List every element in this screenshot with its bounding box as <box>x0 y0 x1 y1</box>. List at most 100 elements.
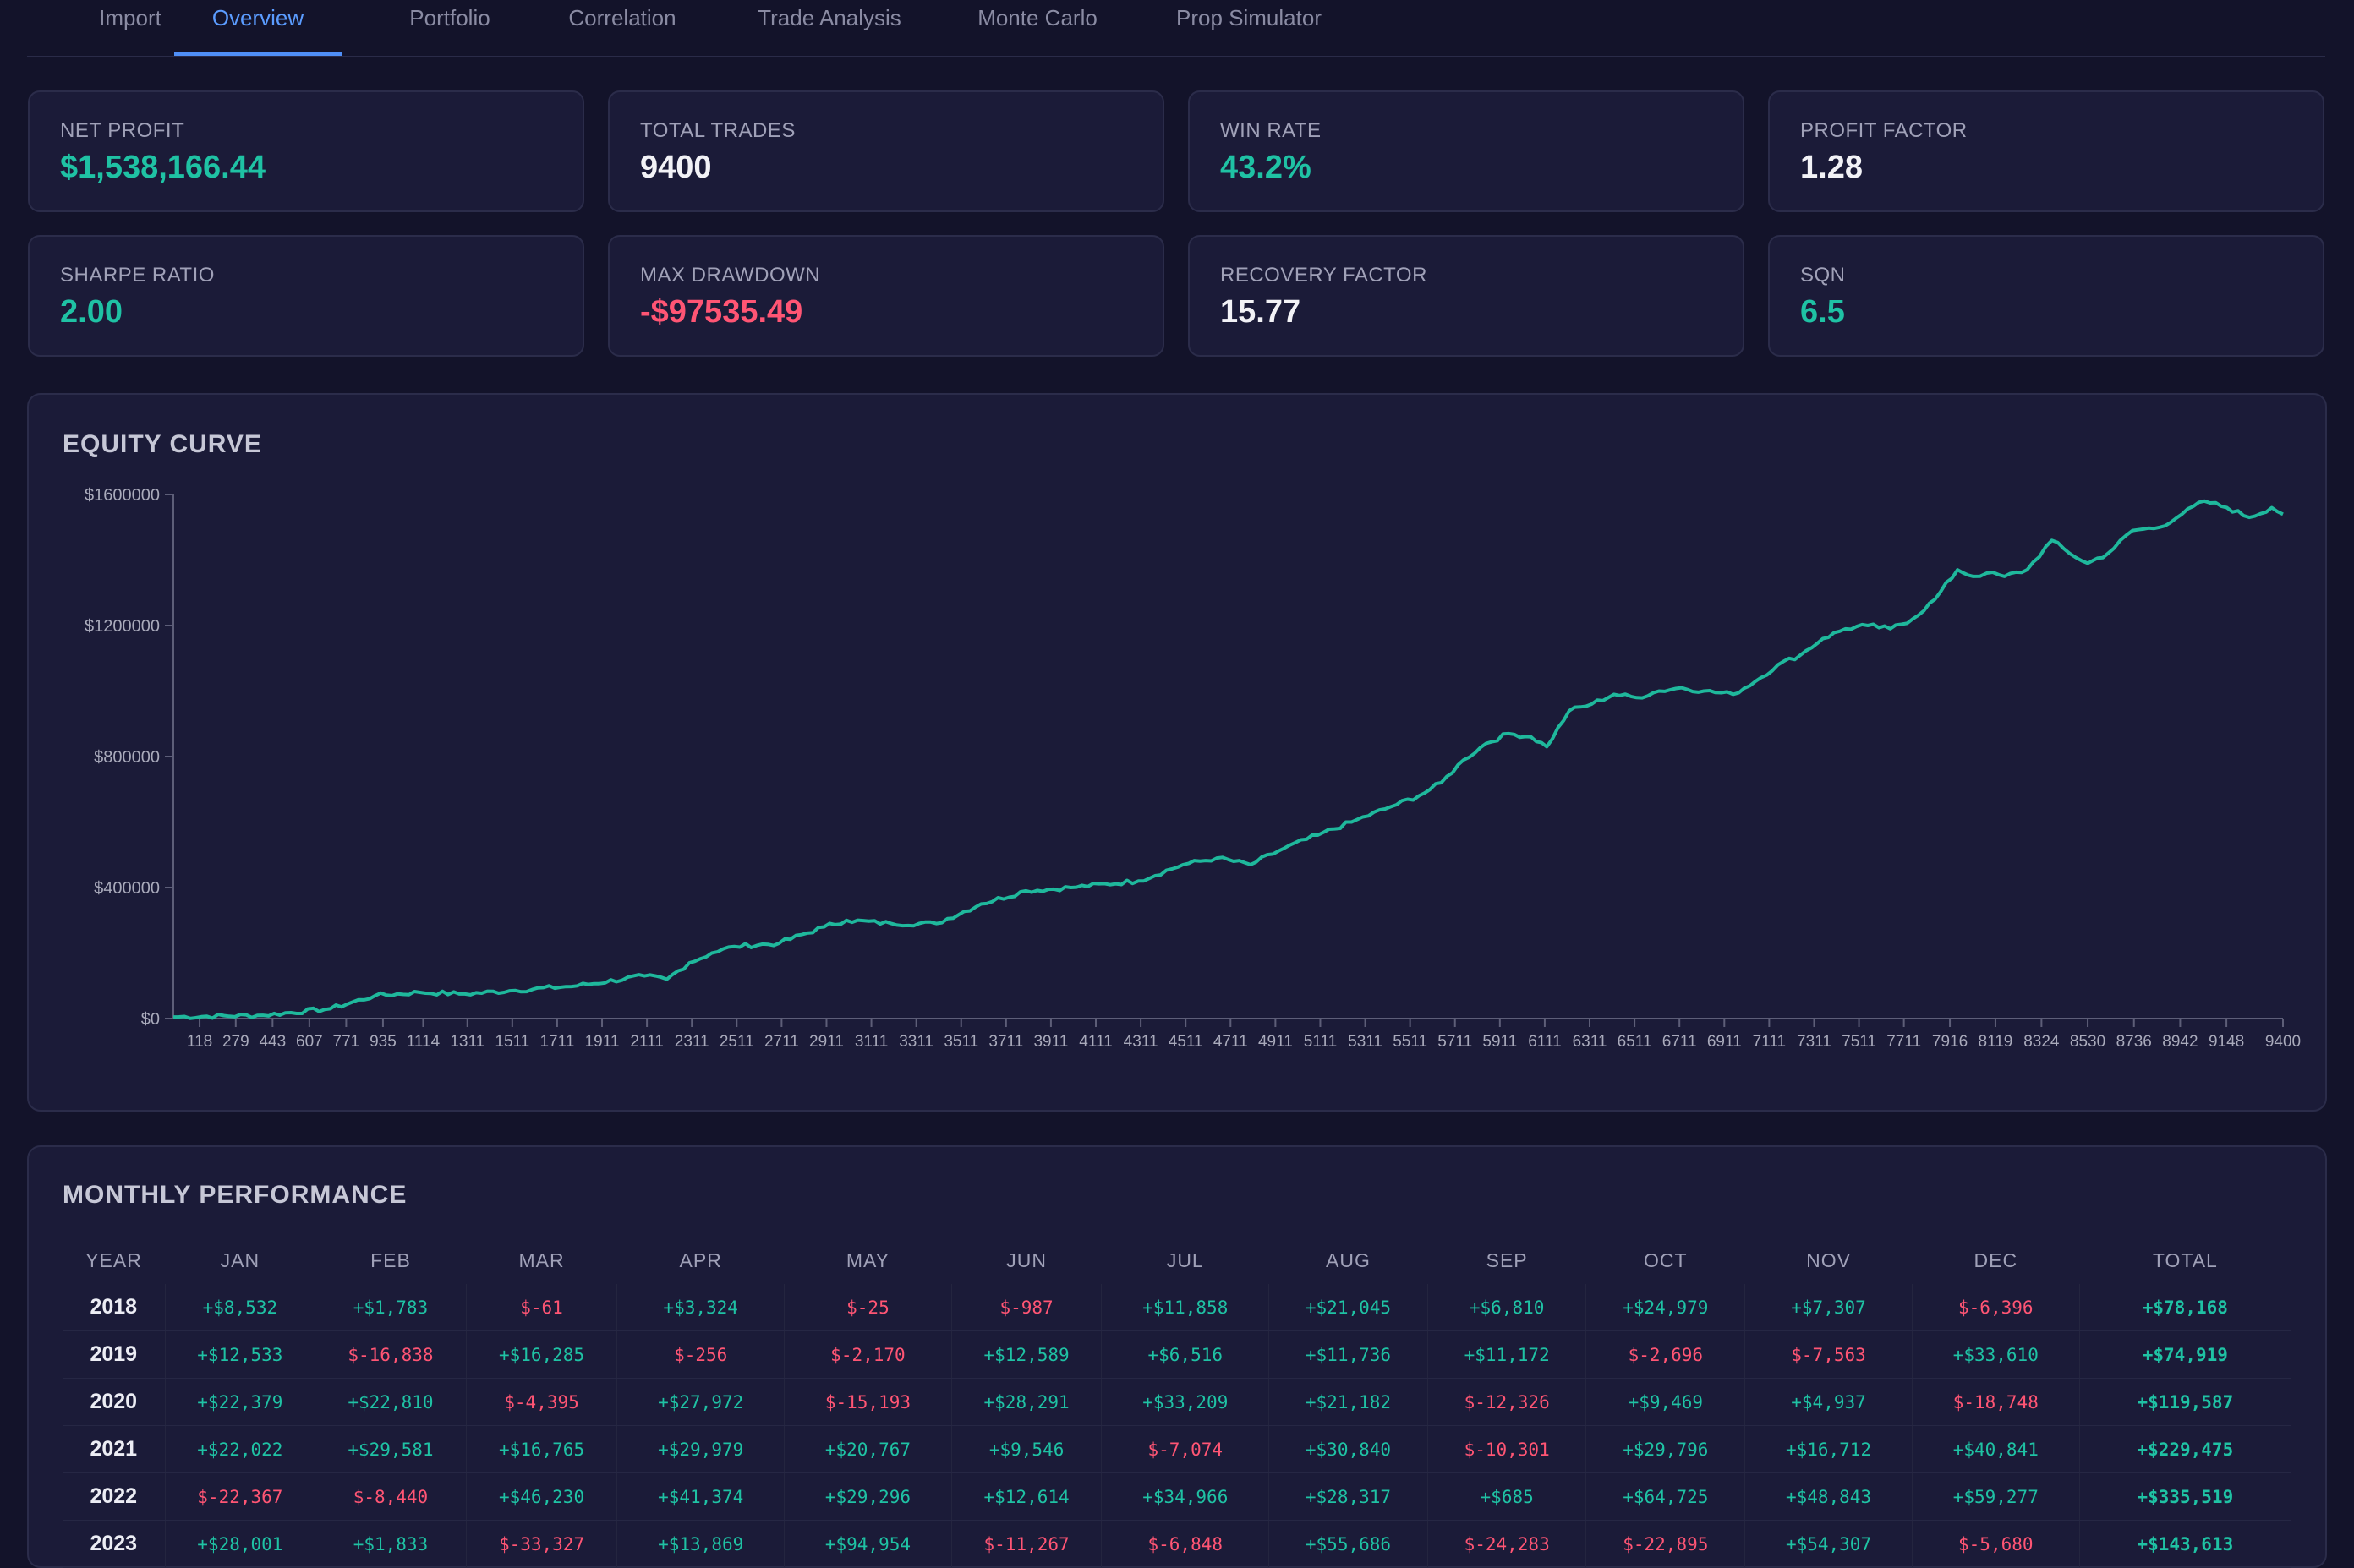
tab-monte-carlo[interactable]: Monte Carlo <box>977 5 1098 30</box>
total-cell: +$229,475 <box>2079 1425 2292 1473</box>
month-cell: $-7,563 <box>1744 1330 1913 1379</box>
month-cell: +$29,979 <box>616 1425 786 1473</box>
column-header-mar: MAR <box>518 1248 565 1271</box>
month-cell: $-18,748 <box>1912 1378 2080 1426</box>
stat-label: MAX DRAWDOWN <box>640 264 821 287</box>
tab-trade-analysis[interactable]: Trade Analysis <box>758 5 901 30</box>
x-tick-label: 4111 <box>1079 1033 1112 1051</box>
table-row: 2021 +$22,022 +$29,581 +$16,765 +$29,979 +$20… <box>63 1425 2292 1473</box>
month-cell: +$29,296 <box>784 1472 952 1521</box>
equity-chart: $0 $400000 $800000 $1200000 $1600000 118 279 4… <box>85 486 2301 1051</box>
month-cell: +$16,765 <box>466 1425 618 1473</box>
x-tick-label: 7511 <box>1842 1033 1876 1051</box>
column-header-aug: AUG <box>1326 1248 1371 1271</box>
month-cell: +$21,045 <box>1268 1284 1428 1331</box>
stat-card-win-rate: WIN RATE 43.2% <box>1188 90 1744 212</box>
x-tick-label: 279 <box>222 1033 249 1051</box>
equity-curve-panel: EQUITY CURVE $0 $400000 $800000 $1200000 $16… <box>27 393 2327 1112</box>
column-header-apr: APR <box>679 1248 722 1271</box>
month-cell: +$9,546 <box>951 1425 1103 1473</box>
table-row: 2023 +$28,001 +$1,833 $-33,327 +$13,869 +$94,… <box>63 1520 2292 1568</box>
column-header-jul: JUL <box>1166 1248 1204 1271</box>
monthly-performance-panel: MONTHLY PERFORMANCE YEAR JAN FEB MAR APR MAY J… <box>27 1145 2327 1568</box>
x-tick-label: 3311 <box>899 1033 933 1051</box>
y-tick-label: $800000 <box>94 748 160 767</box>
stat-value: 2.00 <box>60 294 123 330</box>
table-row: 2018 +$8,532 +$1,783 $-61 +$3,324 $-25 $-987 +$… <box>63 1284 2292 1331</box>
x-tick-label: 1114 <box>407 1033 441 1051</box>
month-cell: +$40,841 <box>1912 1425 2080 1473</box>
month-cell: $-33,327 <box>466 1520 618 1568</box>
equity-line <box>172 499 2284 1020</box>
x-tick-label: 2511 <box>720 1033 754 1051</box>
monthly-table: YEAR JAN FEB MAR APR MAY JUN JUL AUG SEP OCT NOV DEC… <box>63 1237 2292 1568</box>
month-cell: $-22,367 <box>165 1472 316 1521</box>
month-cell: +$1,833 <box>315 1520 467 1568</box>
month-cell: +$12,533 <box>165 1330 316 1379</box>
column-header-year: YEAR <box>85 1248 142 1271</box>
month-cell: +$8,532 <box>165 1284 316 1331</box>
stat-label: RECOVERY FACTOR <box>1220 264 1427 287</box>
table-row: 2020 +$22,379 +$22,810 $-4,395 +$27,972 $-15,… <box>63 1378 2292 1426</box>
stat-value: 43.2% <box>1220 150 1311 185</box>
month-cell: +$27,972 <box>616 1378 786 1426</box>
x-axis: 118 279 443 607 771 935 1114 1311 1511 1711 1911 21… <box>173 1018 2301 1051</box>
column-header-feb: FEB <box>370 1248 411 1271</box>
x-tick-label: 4511 <box>1169 1033 1203 1051</box>
stat-card-total-trades: TOTAL TRADES 9400 <box>608 90 1164 212</box>
tab-portfolio[interactable]: Portfolio <box>409 5 490 30</box>
year-cell: 2022 <box>63 1472 166 1521</box>
x-tick-label: 1311 <box>450 1033 484 1051</box>
month-cell: $-25 <box>784 1284 952 1331</box>
month-cell: +$29,581 <box>315 1425 467 1473</box>
y-tick-label: $1200000 <box>85 617 160 636</box>
table-row: 2019 +$12,533 $-16,838 +$16,285 $-256 $-2,170… <box>63 1330 2292 1379</box>
x-tick-label: 4711 <box>1213 1033 1248 1051</box>
x-tick-label: 1911 <box>585 1033 620 1051</box>
month-cell: +$13,869 <box>616 1520 786 1568</box>
x-tick-label: 5911 <box>1482 1033 1517 1051</box>
stat-value: 15.77 <box>1220 294 1301 330</box>
stat-label: TOTAL TRADES <box>640 119 796 142</box>
x-tick-label: 7711 <box>1886 1033 1921 1051</box>
x-tick-label: 5111 <box>1304 1033 1337 1051</box>
month-cell: +$34,966 <box>1101 1472 1270 1521</box>
x-tick-label: 8119 <box>1979 1033 2013 1051</box>
y-tick-label: $1600000 <box>85 486 160 505</box>
x-tick-label: 935 <box>370 1033 397 1051</box>
month-cell: +$11,172 <box>1427 1330 1587 1379</box>
month-cell: +$48,843 <box>1744 1472 1913 1521</box>
month-cell: $-12,326 <box>1427 1378 1587 1426</box>
month-cell: +$28,001 <box>165 1520 316 1568</box>
x-tick-label: 7916 <box>1932 1033 1968 1051</box>
x-tick-label: 118 <box>187 1033 212 1051</box>
month-cell: +$94,954 <box>784 1520 952 1568</box>
month-cell: +$7,307 <box>1744 1284 1913 1331</box>
tab-import[interactable]: Import <box>99 5 161 30</box>
tab-overview[interactable]: Overview <box>174 0 342 56</box>
x-tick-label: 607 <box>296 1033 323 1051</box>
column-header-jun: JUN <box>1006 1248 1047 1271</box>
x-tick-label: 1511 <box>495 1033 529 1051</box>
month-cell: +$41,374 <box>616 1472 786 1521</box>
month-cell: +$6,516 <box>1101 1330 1270 1379</box>
column-header-sep: SEP <box>1486 1248 1528 1271</box>
column-header-oct: OCT <box>1644 1248 1688 1271</box>
stat-card-sqn: SQN 6.5 <box>1768 235 2324 357</box>
x-tick-label: 5511 <box>1393 1033 1427 1051</box>
tab-prop-simulator[interactable]: Prop Simulator <box>1176 5 1322 30</box>
x-tick-label: 5311 <box>1348 1033 1382 1051</box>
month-cell: +$46,230 <box>466 1472 618 1521</box>
month-cell: $-16,838 <box>315 1330 467 1379</box>
x-tick-label: 8530 <box>2070 1033 2105 1051</box>
month-cell: +$54,307 <box>1744 1520 1913 1568</box>
month-cell: +$64,725 <box>1585 1472 1746 1521</box>
month-cell: +$24,979 <box>1585 1284 1746 1331</box>
x-tick-label: 3711 <box>988 1033 1023 1051</box>
month-cell: +$9,469 <box>1585 1378 1746 1426</box>
x-tick-label: 3511 <box>944 1033 978 1051</box>
month-cell: +$6,810 <box>1427 1284 1587 1331</box>
tab-correlation[interactable]: Correlation <box>568 5 676 30</box>
x-tick-label: 8942 <box>2162 1033 2198 1051</box>
year-cell: 2023 <box>63 1520 166 1568</box>
